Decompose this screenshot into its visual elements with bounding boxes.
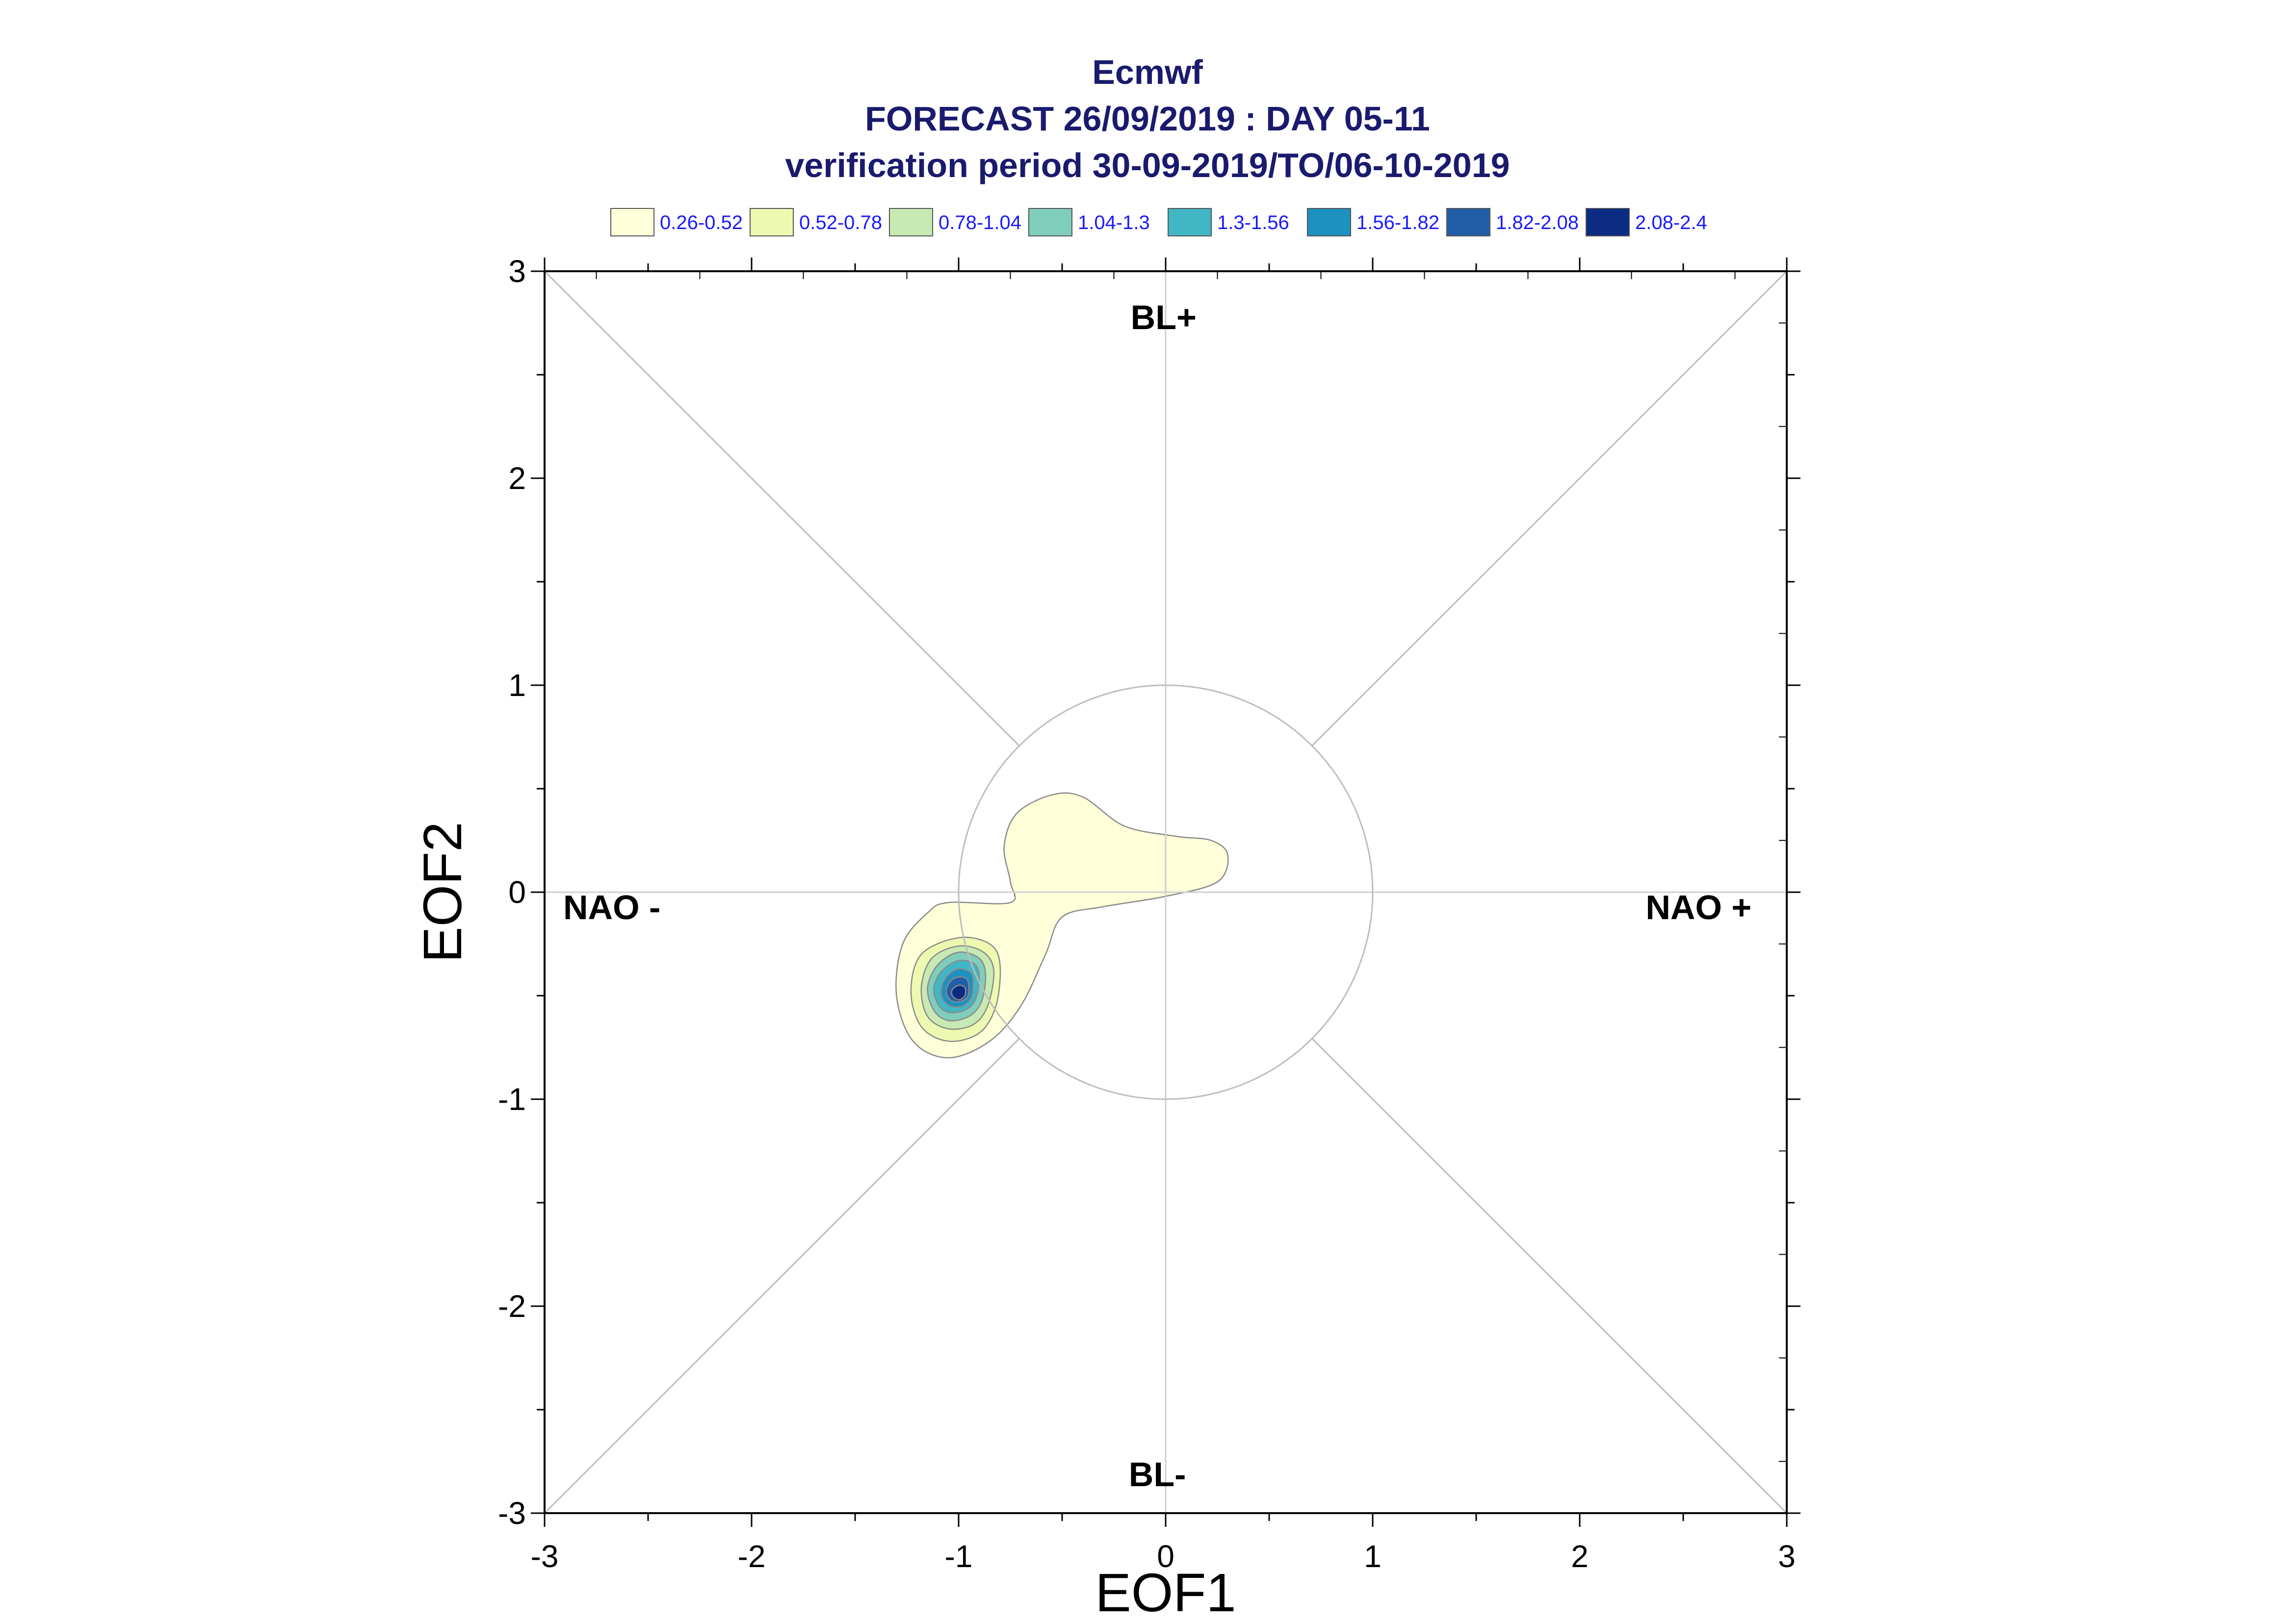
regime-label-bottom: BL- (1129, 1455, 1186, 1494)
legend-swatch-7 (1586, 208, 1630, 236)
chart-subtitle-verification: verification period 30-09-2019/TO/06-10-… (785, 146, 1510, 184)
legend-label-6: 1.82-2.08 (1496, 212, 1579, 233)
x-tick-label-0: -3 (531, 1539, 559, 1574)
y-axis-title: EOF2 (413, 822, 473, 962)
y-tick-label-4: 1 (508, 668, 526, 703)
x-tick-label-1: -2 (738, 1539, 766, 1574)
legend-swatch-4 (1168, 208, 1212, 236)
x-tick-label-6: 3 (1778, 1539, 1796, 1574)
regime-label-top: BL+ (1131, 298, 1197, 336)
x-tick-label-5: 2 (1571, 1539, 1589, 1574)
legend-swatch-1 (750, 208, 794, 236)
y-tick-label-1: -2 (498, 1289, 526, 1324)
legend-label-0: 0.26-0.52 (660, 212, 743, 233)
y-tick-label-5: 2 (508, 461, 526, 496)
legend-label-3: 1.04-1.3 (1078, 212, 1150, 233)
contour-level-7 (951, 984, 966, 1001)
legend-label-1: 0.52-0.78 (799, 212, 882, 233)
legend-swatch-3 (1028, 208, 1072, 236)
legend-label-5: 1.56-1.82 (1356, 212, 1439, 233)
unit-circle (958, 684, 1374, 1100)
chart-title: Ecmwf (1092, 53, 1203, 91)
x-tick-label-3: 0 (1157, 1539, 1174, 1574)
chart-title-block: Ecmwf FORECAST 26/09/2019 : DAY 05-11 ve… (0, 49, 2295, 189)
x-axis-title: EOF1 (1095, 1563, 1236, 1623)
guide-lines (544, 270, 1788, 1514)
legend-swatch-5 (1307, 208, 1351, 236)
regime-label-right: NAO + (1645, 888, 1751, 927)
density-contours (895, 792, 1229, 1058)
legend-label-2: 0.78-1.04 (939, 212, 1021, 233)
legend-swatch-6 (1446, 208, 1490, 236)
diagonal-ne (1311, 270, 1788, 747)
legend-label-4: 1.3-1.56 (1217, 212, 1289, 233)
legend-swatch-0 (610, 208, 654, 236)
regime-label-left: NAO - (563, 888, 660, 927)
chart-subtitle-forecast: FORECAST 26/09/2019 : DAY 05-11 (865, 100, 1430, 138)
diagonal-nw (544, 270, 1020, 747)
y-tick-label-6: 3 (508, 254, 526, 289)
y-tick-label-2: -1 (498, 1082, 526, 1117)
legend-label-7: 2.08-2.4 (1635, 212, 1707, 233)
axes: -3 -2 -1 0 1 2 3 -3 -2 -1 0 1 2 3 EOF1 EOF2 (413, 254, 1800, 1623)
x-tick-label-4: 1 (1364, 1539, 1382, 1574)
legend-swatch-2 (889, 208, 933, 236)
diagonal-sw (544, 1038, 1020, 1514)
regime-labels: BL+ BL- NAO - NAO + (563, 298, 1751, 1494)
legend: 0.26-0.52 0.52-0.78 0.78-1.04 1.04-1.3 1.3-1… (610, 208, 1707, 236)
diagonal-se (1311, 1038, 1788, 1514)
x-tick-label-2: -1 (945, 1539, 973, 1574)
y-tick-label-3: 0 (508, 875, 526, 910)
y-tick-label-0: -3 (498, 1495, 526, 1531)
